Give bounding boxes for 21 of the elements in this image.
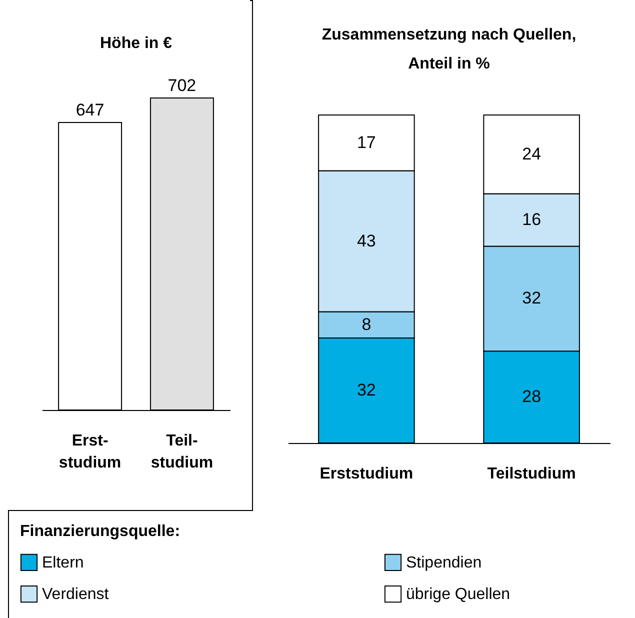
x-tick-label: Erst- studium (58, 432, 122, 472)
data-label: 16 (522, 210, 542, 229)
data-label: 702 (168, 76, 196, 95)
data-label: 647 (76, 100, 104, 120)
data-label: 8 (362, 314, 372, 334)
chart-title: Höhe in € (100, 35, 172, 52)
legend-label: Eltern (42, 554, 84, 572)
legend-label: übrige Quellen (406, 586, 510, 603)
data-label: 17 (356, 132, 376, 152)
x-tick-label: Teilstudium (487, 466, 576, 482)
x-tick-label: Erststudium (320, 466, 414, 482)
data-label: 32 (522, 288, 542, 308)
legend-label: Stipendien (406, 554, 482, 572)
legend-title: Finanzierungsquelle: (20, 523, 180, 540)
x-tick-label: Teil- studium (150, 432, 214, 472)
data-label: 28 (522, 387, 542, 406)
chart-title: Zusammensetzung nach Quellen, Anteil in % (322, 26, 576, 72)
data-label: 32 (356, 380, 376, 400)
legend-label: Verdienst (42, 586, 110, 603)
data-label: 43 (356, 231, 376, 250)
data-label: 24 (522, 144, 542, 164)
